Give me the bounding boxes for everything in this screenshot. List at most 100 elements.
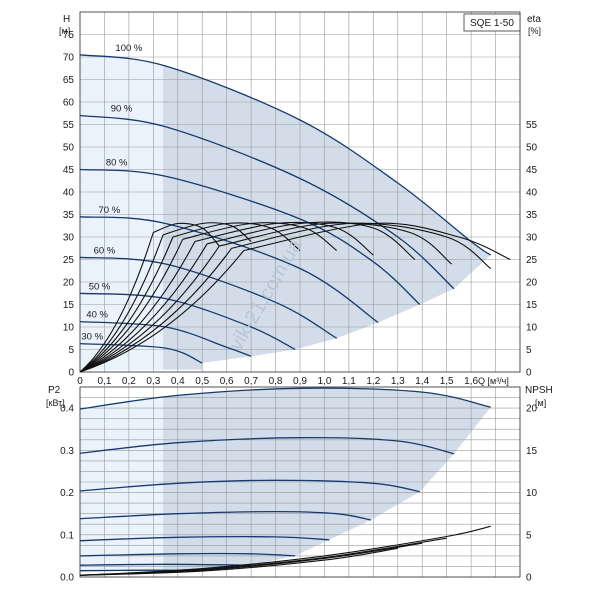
efficiency-rise (79, 250, 245, 373)
head-tick-label: 50 (63, 143, 75, 154)
speed-label: 30 % (81, 332, 103, 343)
power-curve-80pct (79, 479, 420, 493)
npsh-axis-name: NPSH (525, 385, 553, 396)
power-curve-50pct (79, 552, 296, 557)
head-curve-90pct (79, 114, 455, 290)
speed-label: 50 % (89, 281, 111, 292)
flow-tick-label: 0,2 (122, 376, 136, 387)
power-tick-label: 0.2 (60, 488, 74, 499)
head-tick-label: 45 (63, 165, 75, 176)
flow-tick-label: 1,5 (440, 376, 454, 387)
head-tick-label: 60 (63, 98, 75, 109)
head-tick-label: 20 (63, 278, 75, 289)
head-curve-30pct (79, 342, 203, 364)
npsh-tick-label: 5 (526, 530, 532, 541)
efficiency-rise (79, 243, 208, 373)
flow-tick-label: 0,5 (195, 376, 209, 387)
operating-area (80, 54, 491, 572)
efficiency-rise (79, 245, 220, 373)
head-axis-name: H (63, 14, 70, 25)
chart-title: SQE 1-50 (470, 18, 514, 29)
head-curve-50pct (79, 292, 296, 351)
power-curve-90pct (79, 436, 455, 455)
eta-tick-label: 50 (526, 143, 538, 154)
npsh-curve (79, 547, 398, 576)
head-tick-label: 0 (68, 368, 74, 379)
title-box (463, 13, 521, 32)
power-curve-100pct (79, 387, 491, 410)
head-tick-label: 25 (63, 255, 75, 266)
speed-label: 90 % (111, 104, 133, 115)
flow-tick-label: 0,6 (220, 376, 234, 387)
flow-tick-label: 1,0 (317, 376, 331, 387)
efficiency-rise (79, 232, 154, 373)
npsh-axis-unit: [м] (535, 398, 546, 408)
flow-tick-label: 0,3 (146, 376, 160, 387)
flow-tick-label: 0,4 (171, 376, 185, 387)
flow-tick-label: 0,1 (97, 376, 111, 387)
power-area-light (80, 396, 164, 572)
eta-tick-label: 5 (526, 345, 532, 356)
power-tick-label: 0.3 (60, 446, 74, 457)
power-tick-label: 0.1 (60, 530, 74, 541)
labels: H [м] eta [%] SQE 1-50 Q [м³/ч] P2 [кВт]… (46, 13, 553, 584)
head-tick-label: 30 (63, 233, 75, 244)
frame-bottom (79, 386, 521, 578)
efficiency-curve (194, 221, 374, 256)
speed-label: 80 % (106, 158, 128, 169)
npsh-tick-label: 20 (526, 404, 538, 415)
head-curve-40pct (79, 320, 252, 357)
eta-tick-label: 25 (526, 255, 538, 266)
speed-label: 100 % (115, 43, 142, 54)
efficiency-rise (79, 247, 233, 373)
eta-axis-unit: [%] (528, 26, 541, 36)
efficiency-curve (231, 222, 492, 269)
efficiency-rise (79, 234, 164, 373)
flow-tick-label: 1,2 (366, 376, 380, 387)
power-tick-label: 0.4 (60, 404, 74, 415)
efficiency-rise (79, 236, 174, 373)
power-axis-name: P2 (48, 385, 61, 396)
eta-tick-label: 30 (526, 233, 538, 244)
npsh-tick-label: 0 (526, 573, 532, 584)
speed-label: 70 % (99, 205, 121, 216)
head-axis-unit: [м] (59, 26, 70, 36)
eta-tick-label: 40 (526, 188, 538, 199)
head-tick-label: 5 (68, 345, 74, 356)
x-axis-label: Q [м³/ч] (478, 376, 509, 386)
flow-tick-label: 1,4 (415, 376, 429, 387)
flow-tick-label: 1,3 (391, 376, 405, 387)
frame-top (79, 11, 521, 373)
eta-tick-label: 55 (526, 120, 538, 131)
efficiency-curve (206, 221, 416, 260)
head-tick-label: 35 (63, 210, 75, 221)
head-area-light (80, 54, 164, 370)
flow-tick-label: 1,1 (342, 376, 356, 387)
eta-tick-label: 15 (526, 300, 538, 311)
speed-label: 40 % (86, 310, 108, 321)
curves (79, 54, 511, 576)
flow-tick-label: 1,6 (464, 376, 478, 387)
efficiency-rise (79, 241, 196, 373)
eta-tick-label: 10 (526, 323, 538, 334)
power-axis-unit: [кВт] (46, 398, 65, 408)
eta-axis-name: eta (527, 14, 541, 25)
eta-tick-label: 20 (526, 278, 538, 289)
power-tick-label: 0.0 (60, 573, 74, 584)
flow-tick-label: 0,7 (244, 376, 258, 387)
eta-tick-label: 45 (526, 165, 538, 176)
head-tick-label: 70 (63, 53, 75, 64)
eta-tick-label: 0 (526, 368, 532, 379)
power-curve-40pct (79, 563, 252, 566)
npsh-tick-label: 10 (526, 488, 538, 499)
efficiency-curve (243, 222, 511, 261)
efficiency-rise (79, 239, 184, 373)
power-curve-60pct (79, 536, 330, 542)
npsh-tick-label: 15 (526, 446, 538, 457)
head-curve-80pct (79, 168, 421, 305)
head-tick-label: 15 (63, 300, 75, 311)
eta-tick-label: 35 (526, 210, 538, 221)
head-tick-label: 55 (63, 120, 75, 131)
